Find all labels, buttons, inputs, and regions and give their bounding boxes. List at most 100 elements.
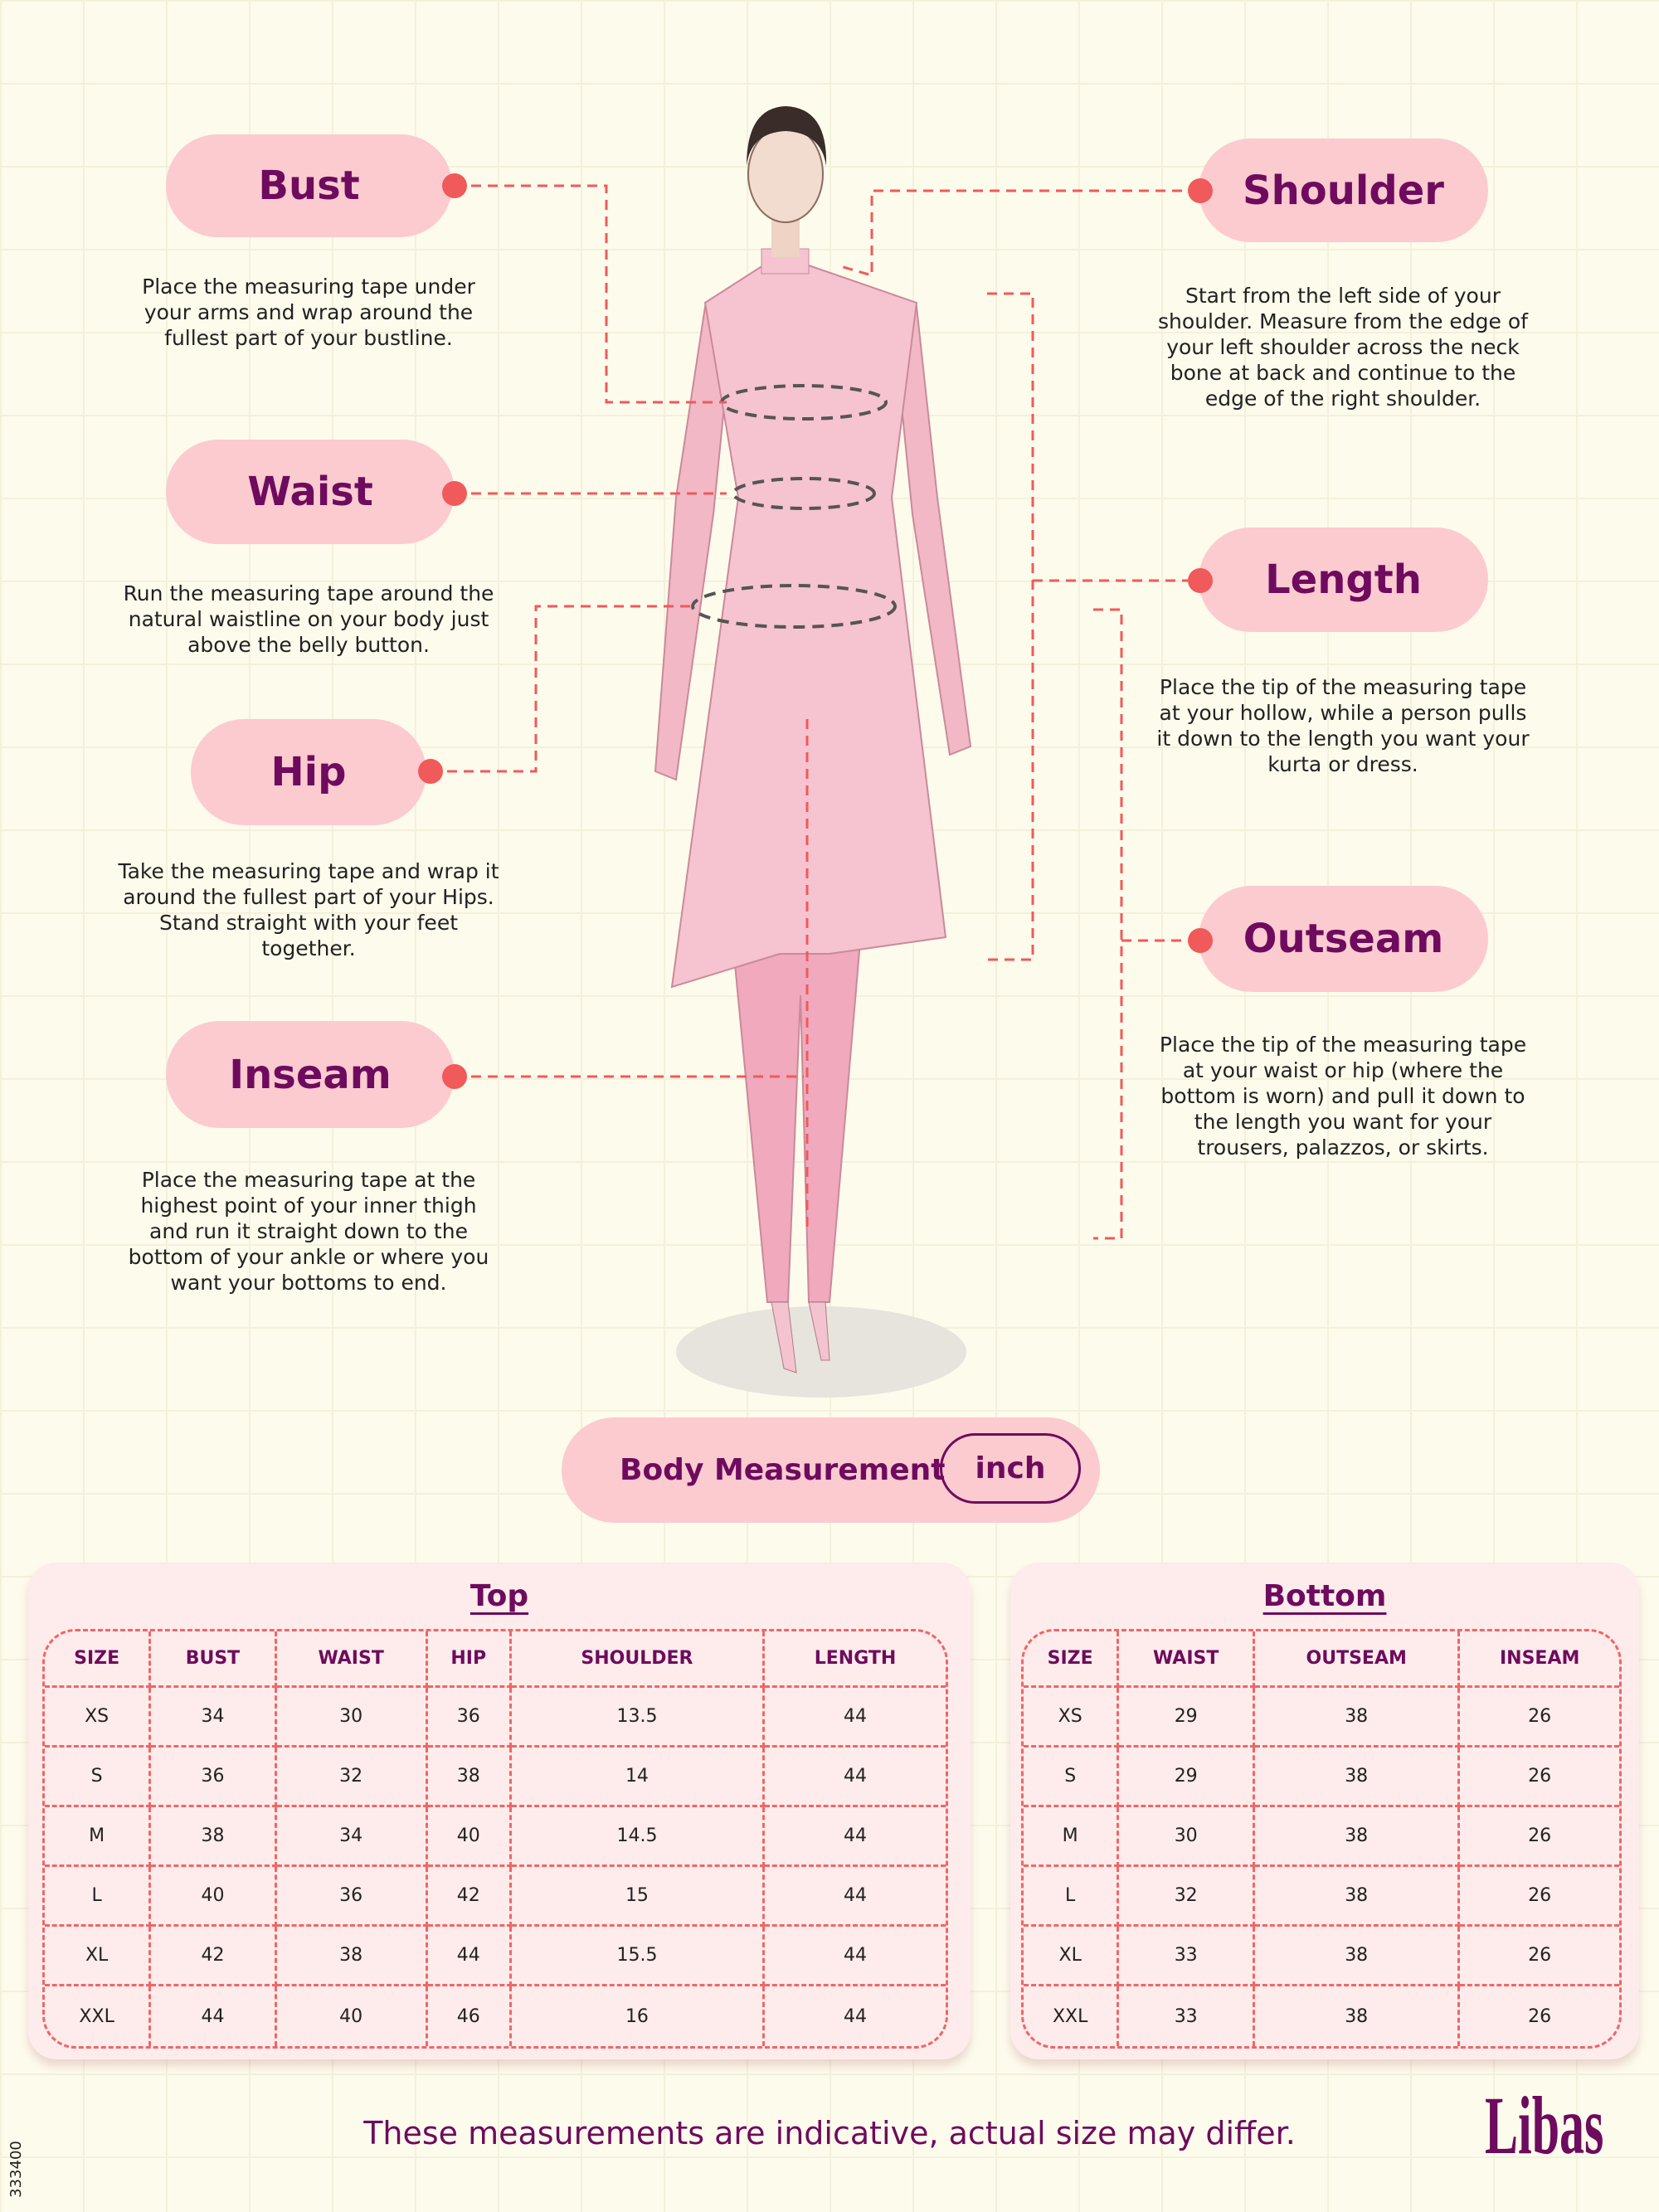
column-header: INSEAM bbox=[1460, 1631, 1619, 1688]
table-cell: 38 bbox=[1255, 1867, 1461, 1927]
table-cell: 42 bbox=[151, 1927, 277, 1986]
hip-marker bbox=[418, 759, 443, 784]
table-cell: 44 bbox=[151, 1986, 277, 2046]
table-row: XS 29 38 26 bbox=[1024, 1688, 1619, 1748]
table-cell: 14 bbox=[511, 1748, 766, 1807]
table-cell: 34 bbox=[276, 1807, 428, 1867]
column-header: OUTSEAM bbox=[1255, 1631, 1461, 1688]
table-cell: S bbox=[1024, 1748, 1120, 1807]
disclaimer: These measurements are indicative, actua… bbox=[363, 2115, 1296, 2151]
table-cell: 29 bbox=[1119, 1688, 1256, 1748]
column-header: BUST bbox=[151, 1631, 277, 1688]
table-cell: 38 bbox=[1255, 1927, 1461, 1986]
table-cell: L bbox=[45, 1867, 152, 1927]
inseam-description: Place the measuring tape at the highest … bbox=[128, 1168, 489, 1295]
product-code: 333400 bbox=[7, 2141, 25, 2198]
table-row: XL 42 38 44 15.5 44 bbox=[45, 1927, 946, 1986]
table-cell: 44 bbox=[765, 1927, 946, 1986]
table-cell: 26 bbox=[1460, 1927, 1619, 1986]
table-cell: 38 bbox=[1255, 1807, 1461, 1867]
table-cell: 36 bbox=[427, 1688, 512, 1748]
table-cell: 42 bbox=[427, 1867, 512, 1927]
table-cell: 32 bbox=[276, 1748, 428, 1807]
table-cell: 44 bbox=[765, 1688, 946, 1748]
bust-label: Bust bbox=[166, 134, 452, 237]
waist-description: Run the measuring tape around the natura… bbox=[123, 581, 494, 657]
table-cell: M bbox=[1024, 1807, 1120, 1867]
table-cell: 32 bbox=[1119, 1867, 1256, 1927]
table-cell: XXL bbox=[45, 1986, 152, 2046]
table-row: XXL 44 40 46 16 44 bbox=[45, 1986, 946, 2046]
hip-description: Take the measuring tape and wrap it arou… bbox=[118, 859, 499, 960]
table-cell: 44 bbox=[765, 1748, 946, 1807]
column-header: HIP bbox=[427, 1631, 512, 1688]
table-cell: 15 bbox=[511, 1867, 766, 1927]
shoulder-description: Start from the left side of your shoulde… bbox=[1158, 284, 1528, 411]
column-header: WAIST bbox=[276, 1631, 428, 1688]
table-cell: S bbox=[45, 1748, 152, 1807]
table-cell: 15.5 bbox=[511, 1927, 766, 1986]
shoulder-label: Shoulder bbox=[1199, 139, 1488, 242]
table-row: XL 33 38 26 bbox=[1024, 1927, 1619, 1986]
bottom-table-title: Bottom bbox=[1262, 1579, 1387, 1613]
table-cell: 26 bbox=[1460, 1688, 1619, 1748]
table-cell: 46 bbox=[428, 1986, 512, 2046]
brand-logo: Libas bbox=[1485, 2079, 1604, 2171]
table-cell: M bbox=[45, 1807, 152, 1867]
bottom-size-card: Bottom SIZE WAIST OUTSEAM INSEAM XS 29 38 26 S 29… bbox=[1010, 1563, 1639, 2059]
table-cell: 40 bbox=[277, 1986, 428, 2046]
outseam-label: Outseam bbox=[1199, 886, 1488, 992]
table-cell: 44 bbox=[765, 1807, 946, 1867]
table-cell: 36 bbox=[151, 1748, 277, 1807]
length-label: Length bbox=[1199, 527, 1488, 632]
shoulder-marker bbox=[1188, 178, 1213, 203]
column-header: SIZE bbox=[45, 1631, 152, 1688]
table-cell: 38 bbox=[1255, 1748, 1461, 1807]
table-cell: 36 bbox=[276, 1867, 428, 1927]
unit-selector: Body Measurement inch bbox=[562, 1417, 1100, 1523]
figure-illustration bbox=[431, 106, 1199, 1398]
table-cell: 38 bbox=[151, 1807, 277, 1867]
waist-label: Waist bbox=[166, 440, 455, 544]
table-row: XS 34 30 36 13.5 44 bbox=[45, 1688, 946, 1748]
top-size-table: SIZE BUST WAIST HIP SHOULDER LENGTH XS 34 30 36 13… bbox=[42, 1629, 948, 2049]
table-cell: 44 bbox=[844, 2005, 868, 2027]
table-cell: XS bbox=[45, 1688, 152, 1748]
table-cell: 38 bbox=[1255, 1688, 1461, 1748]
outseam-marker bbox=[1188, 928, 1213, 953]
table-cell: XS bbox=[1024, 1688, 1120, 1748]
outseam-description: Place the tip of the measuring tape at y… bbox=[1159, 1033, 1527, 1159]
table-cell: 29 bbox=[1119, 1748, 1256, 1807]
table-cell: 13.5 bbox=[511, 1688, 766, 1748]
table-cell: XL bbox=[45, 1927, 152, 1986]
table-cell: 34 bbox=[151, 1688, 277, 1748]
table-row: M 38 34 40 14.5 44 bbox=[45, 1807, 946, 1867]
unit-inch-button[interactable]: inch bbox=[940, 1433, 1081, 1504]
table-cell: 30 bbox=[276, 1688, 428, 1748]
table-cell: 26 bbox=[1460, 1807, 1619, 1867]
table-row: M 30 38 26 bbox=[1024, 1807, 1619, 1867]
table-row: L 32 38 26 bbox=[1024, 1867, 1619, 1927]
table-cell: 33 bbox=[1119, 1927, 1256, 1986]
table-cell: 33 bbox=[1119, 1986, 1256, 2046]
table-cell: 44 bbox=[427, 1927, 512, 1986]
table-row: S 36 32 38 14 44 bbox=[45, 1748, 946, 1807]
inseam-marker bbox=[442, 1064, 467, 1089]
table-row: XXL 33 38 26 bbox=[1024, 1986, 1619, 2046]
table-cell: 38 bbox=[427, 1748, 512, 1807]
length-description: Place the tip of the measuring tape at y… bbox=[1156, 675, 1530, 776]
table-cell: 26 bbox=[1528, 2005, 1552, 2027]
column-header: SHOULDER bbox=[511, 1631, 766, 1688]
column-header: SIZE bbox=[1024, 1631, 1120, 1688]
table-cell: 38 bbox=[1255, 1986, 1461, 2046]
table-cell: XXL bbox=[1024, 1986, 1120, 2046]
table-cell: L bbox=[1024, 1867, 1120, 1927]
inseam-label: Inseam bbox=[166, 1021, 455, 1128]
bust-marker bbox=[442, 173, 467, 198]
column-header: WAIST bbox=[1119, 1631, 1256, 1688]
unit-selector-label: Body Measurement bbox=[620, 1453, 946, 1487]
column-header: LENGTH bbox=[765, 1631, 946, 1688]
table-header-row: SIZE WAIST OUTSEAM INSEAM bbox=[1024, 1631, 1619, 1688]
top-table-title: Top bbox=[469, 1579, 529, 1613]
table-row: S 29 38 26 bbox=[1024, 1748, 1619, 1807]
